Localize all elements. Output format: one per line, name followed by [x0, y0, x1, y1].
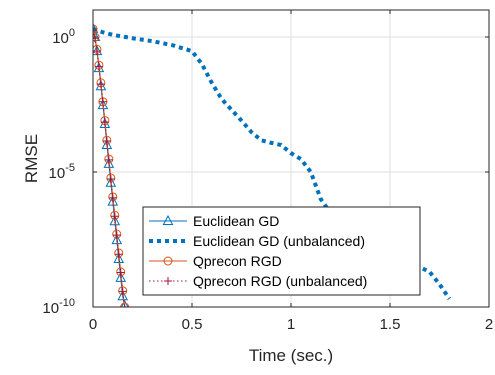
x-tick-label: 1	[287, 316, 295, 333]
data-point	[101, 138, 113, 149]
legend-entry: Qprecon RGD (unbalanced)	[149, 273, 367, 289]
data-point	[94, 62, 103, 71]
x-tick-label: 0.5	[182, 316, 203, 333]
data-point	[93, 26, 97, 35]
data-point	[120, 302, 130, 307]
data-point	[95, 80, 107, 91]
legend-entry: Qprecon RGD	[149, 253, 282, 269]
data-point	[120, 299, 129, 307]
y-tick-label: 10-5	[49, 162, 75, 182]
data-point	[116, 268, 125, 277]
data-point	[117, 290, 129, 301]
legend-entry: Euclidean GD	[149, 213, 279, 229]
x-tick-label: 0	[89, 316, 97, 333]
data-point	[162, 214, 174, 225]
data-point	[96, 80, 105, 89]
data-point	[99, 117, 111, 128]
legend-label: Qprecon RGD (unbalanced)	[193, 273, 367, 289]
data-point	[115, 271, 127, 282]
data-point	[163, 256, 173, 266]
y-axis-label: RMSE	[22, 134, 41, 183]
axis-ticks: 0 0.5 1 1.5 2 100 10-5 10-10	[42, 10, 493, 333]
data-point	[93, 62, 105, 73]
legend: Euclidean GD Euclidean GD (unbalanced) Qpr…	[142, 206, 421, 296]
data-point	[93, 47, 101, 56]
x-axis-label: Time (sec.)	[249, 346, 333, 365]
legend-box	[142, 206, 421, 296]
y-tick-label: 100	[52, 27, 75, 47]
data-point	[118, 287, 127, 296]
legend-entry: Euclidean GD (unbalanced)	[149, 233, 365, 249]
series-3	[93, 26, 127, 307]
data-point	[164, 277, 172, 285]
data-point	[108, 193, 117, 202]
data-point	[97, 99, 109, 110]
data-point	[122, 310, 131, 319]
legend-label: Qprecon RGD	[193, 253, 282, 269]
legend-label: Euclidean GD (unbalanced)	[193, 233, 365, 249]
data-point	[112, 231, 121, 240]
data-point	[93, 24, 98, 34]
data-point	[98, 97, 107, 106]
data-point	[110, 212, 119, 221]
data-point	[113, 252, 125, 263]
data-point	[100, 118, 109, 127]
data-point	[111, 234, 123, 245]
x-tick-label: 1.5	[380, 316, 401, 333]
data-point	[103, 157, 115, 168]
data-point	[109, 215, 121, 226]
data-point	[106, 175, 115, 184]
data-point	[124, 304, 126, 307]
data-point	[102, 137, 111, 146]
y-tick-label: 10-10	[42, 297, 75, 317]
data-point	[93, 34, 99, 43]
data-point	[104, 155, 113, 164]
x-tick-label: 2	[485, 316, 493, 333]
legend-label: Euclidean GD	[193, 213, 279, 229]
data-point	[114, 250, 123, 259]
data-point	[105, 176, 117, 187]
data-point	[107, 195, 119, 206]
